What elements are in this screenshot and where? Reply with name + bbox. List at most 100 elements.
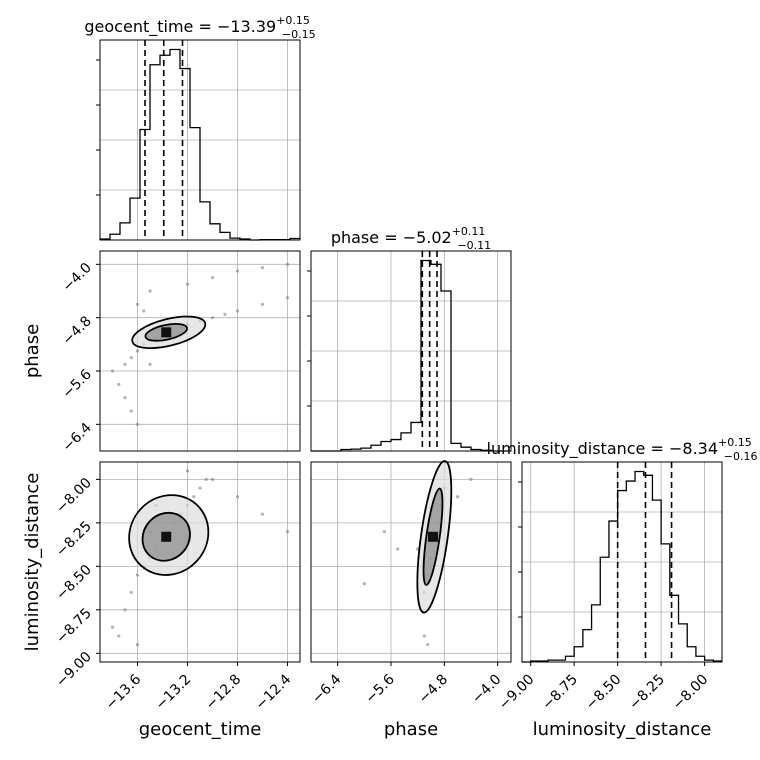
panel-frame bbox=[99, 250, 301, 452]
scatter-point bbox=[117, 634, 121, 638]
y-tick-label: −5.6 bbox=[59, 366, 94, 401]
scatter-point bbox=[123, 396, 127, 400]
y-tick-label: −8.00 bbox=[53, 475, 95, 517]
scatter-point bbox=[210, 276, 215, 280]
density-peak bbox=[428, 531, 438, 542]
title-minus: −0.16 bbox=[724, 450, 758, 463]
scatter-point bbox=[110, 369, 115, 373]
scatter-point bbox=[129, 590, 133, 595]
histogram-step-luminosity_distance bbox=[522, 470, 722, 663]
y-tick-label: −8.50 bbox=[53, 562, 95, 604]
scatter-point bbox=[148, 362, 152, 366]
density-peak bbox=[161, 531, 172, 542]
scatter-point bbox=[235, 269, 240, 273]
x-tick-label: −12.8 bbox=[203, 672, 245, 714]
x-tick-label: −8.75 bbox=[539, 672, 581, 714]
scatter-point bbox=[260, 302, 265, 306]
title-main: luminosity_distance = −8.34 bbox=[487, 439, 718, 459]
x-tick-label: −8.50 bbox=[583, 672, 625, 714]
title-minus: −0.15 bbox=[282, 28, 316, 41]
title-plus: +0.11 bbox=[452, 225, 486, 238]
scatter-point bbox=[135, 302, 140, 306]
panel-frame bbox=[99, 39, 301, 241]
scatter-point bbox=[185, 282, 190, 286]
y-tick-label: −6.4 bbox=[59, 420, 94, 455]
scatter-panel-geocent_time-luminosity_distance bbox=[99, 461, 301, 663]
x-axis-label-phase: phase bbox=[384, 719, 438, 740]
panel-frame bbox=[310, 250, 512, 452]
scatter-point bbox=[396, 547, 400, 551]
x-tick-label: −8.00 bbox=[670, 672, 712, 714]
scatter-point bbox=[129, 409, 133, 413]
scatter-point bbox=[422, 634, 426, 638]
scatter-point bbox=[285, 529, 290, 534]
scatter-point bbox=[148, 289, 152, 293]
scatter-point bbox=[192, 495, 196, 499]
scatter-point bbox=[210, 316, 215, 320]
title-main: phase = −5.02 bbox=[331, 228, 452, 247]
scatter-point bbox=[129, 356, 133, 360]
panel-frame bbox=[99, 461, 301, 663]
panel-frame bbox=[310, 461, 512, 663]
scatter-point bbox=[235, 495, 240, 499]
scatter-point bbox=[260, 512, 265, 516]
scatter-point bbox=[285, 296, 290, 300]
scatter-point bbox=[198, 486, 202, 490]
scatter-point bbox=[426, 643, 430, 647]
scatter-point bbox=[123, 608, 127, 612]
y-tick-label: −9.00 bbox=[53, 649, 95, 691]
title-plus: +0.15 bbox=[276, 14, 310, 27]
x-tick-label: −4.8 bbox=[416, 672, 451, 707]
scatter-point bbox=[382, 529, 386, 534]
scatter-point bbox=[210, 477, 215, 481]
scatter-point bbox=[285, 262, 290, 266]
x-tick-label: −12.4 bbox=[253, 671, 295, 713]
scatter-point bbox=[223, 312, 227, 316]
scatter-point bbox=[123, 362, 127, 366]
histogram-title-luminosity_distance: luminosity_distance = −8.34+0.15 −0.16 bbox=[487, 436, 758, 463]
scatter-point bbox=[260, 266, 265, 270]
scatter-point bbox=[469, 477, 473, 481]
x-tick-label: −8.25 bbox=[626, 672, 668, 714]
x-axis-label-luminosity_distance: luminosity_distance bbox=[533, 719, 712, 740]
histogram-panel-phase: phase = −5.02+0.11 −0.11 bbox=[307, 225, 512, 452]
y-axis-label-luminosity_distance: luminosity_distance bbox=[22, 473, 43, 652]
density-peak bbox=[161, 327, 172, 338]
y-tick-label: −8.75 bbox=[53, 605, 95, 647]
x-tick-label: −13.2 bbox=[153, 672, 195, 714]
title-main: geocent_time = −13.39 bbox=[84, 17, 276, 37]
histogram-title-geocent_time: geocent_time = −13.39+0.15 −0.15 bbox=[84, 14, 315, 41]
scatter-panel-phase-luminosity_distance bbox=[310, 460, 512, 663]
x-tick-label: −5.6 bbox=[362, 671, 397, 706]
scatter-point bbox=[117, 382, 121, 386]
scatter-point bbox=[204, 477, 208, 481]
histogram-step-phase bbox=[311, 259, 511, 452]
scatter-point bbox=[135, 643, 140, 647]
title-minus: −0.11 bbox=[457, 239, 491, 252]
y-tick-label: −4.8 bbox=[59, 313, 94, 348]
title-plus: +0.15 bbox=[718, 436, 752, 449]
y-axis-label-phase: phase bbox=[22, 324, 43, 378]
histogram-panel-luminosity_distance: luminosity_distance = −8.34+0.15 −0.16 bbox=[487, 436, 758, 663]
x-tick-label: −13.6 bbox=[103, 671, 145, 713]
scatter-point bbox=[142, 309, 146, 313]
scatter-point bbox=[135, 349, 140, 353]
panel-frame bbox=[521, 461, 723, 663]
scatter-point bbox=[235, 309, 240, 313]
histogram-title-phase: phase = −5.02+0.11 −0.11 bbox=[331, 225, 491, 252]
x-axis-label-geocent_time: geocent_time bbox=[139, 719, 262, 740]
scatter-point bbox=[135, 573, 140, 577]
histogram-step-geocent_time bbox=[99, 48, 300, 241]
scatter-point bbox=[362, 582, 366, 586]
scatter-point bbox=[185, 469, 190, 473]
histogram-panel-geocent_time: geocent_time = −13.39+0.15 −0.15 bbox=[84, 14, 316, 241]
x-tick-label: −9.00 bbox=[496, 672, 538, 714]
scatter-point bbox=[135, 422, 140, 426]
y-tick-label: −8.25 bbox=[53, 518, 95, 560]
y-tick-label: −4.0 bbox=[59, 260, 94, 295]
x-tick-label: −6.4 bbox=[309, 671, 344, 706]
scatter-point bbox=[456, 495, 460, 499]
scatter-point bbox=[110, 625, 115, 629]
scatter-panel-geocent_time-phase bbox=[99, 250, 301, 452]
